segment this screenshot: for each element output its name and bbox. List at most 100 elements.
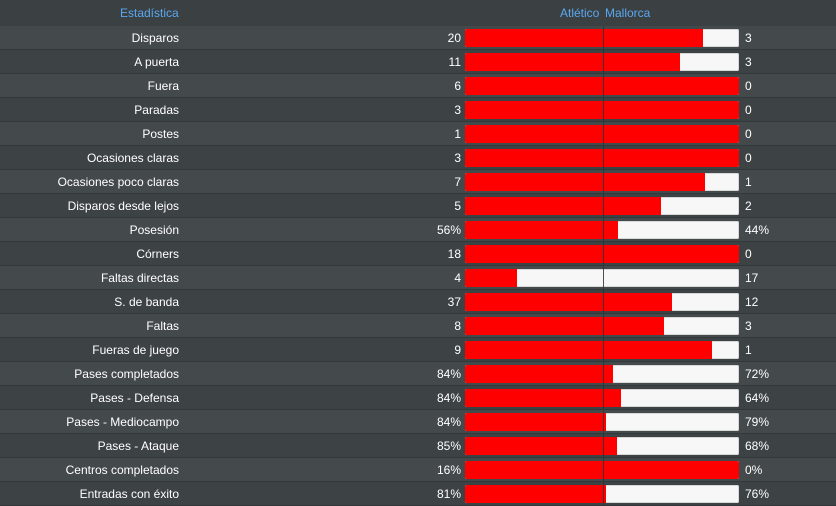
stats-header: Estadística Atlético Mallorca <box>0 0 836 27</box>
stat-row: Pases - Defensa 84% 64% <box>0 386 836 410</box>
stat-label: Ocasiones poco claras <box>57 175 179 189</box>
stat-row: Córners 18 0 <box>0 242 836 266</box>
away-value: 0 <box>745 79 752 93</box>
home-value: 9 <box>454 343 461 357</box>
away-value: 2 <box>745 199 752 213</box>
home-value: 16% <box>436 463 461 477</box>
home-value: 6 <box>454 79 461 93</box>
away-value: 3 <box>745 319 752 333</box>
comparison-bar <box>465 173 739 191</box>
home-share-fill <box>465 413 607 431</box>
home-share-fill <box>465 197 661 215</box>
stat-label: Postes <box>142 127 179 141</box>
comparison-bar <box>465 485 739 503</box>
home-share-fill <box>465 365 613 383</box>
comparison-bar <box>465 341 739 359</box>
comparison-bar <box>465 293 739 311</box>
stat-row: Postes 1 0 <box>0 122 836 146</box>
home-share-fill <box>465 293 672 311</box>
stat-row: Fueras de juego 9 1 <box>0 338 836 362</box>
stat-row: Paradas 3 0 <box>0 98 836 122</box>
stat-label: Pases completados <box>74 367 179 381</box>
stat-row: Ocasiones poco claras 7 1 <box>0 170 836 194</box>
stat-label: Fueras de juego <box>92 343 179 357</box>
stat-label: Faltas <box>146 319 179 333</box>
home-share-fill <box>465 125 739 143</box>
away-value: 17 <box>745 271 759 285</box>
comparison-bar <box>465 125 739 143</box>
stat-label: Paradas <box>134 103 179 117</box>
stat-label: S. de banda <box>114 295 179 309</box>
away-value: 0 <box>745 151 752 165</box>
bar-center-line <box>603 26 604 506</box>
stat-label: Faltas directas <box>100 271 179 285</box>
away-value: 44% <box>745 223 770 237</box>
home-share-fill <box>465 341 712 359</box>
home-value: 84% <box>436 415 461 429</box>
stat-label: Ocasiones claras <box>86 151 179 165</box>
stat-label: Córners <box>136 247 179 261</box>
away-value: 79% <box>745 415 770 429</box>
home-value: 3 <box>454 103 461 117</box>
comparison-bar <box>465 437 739 455</box>
away-value: 0 <box>745 103 752 117</box>
stat-row: Fuera 6 0 <box>0 74 836 98</box>
stat-row: Disparos 20 3 <box>0 26 836 50</box>
away-value: 0 <box>745 247 752 261</box>
home-value: 84% <box>436 391 461 405</box>
home-value: 8 <box>454 319 461 333</box>
away-value: 1 <box>745 343 752 357</box>
stat-row: Disparos desde lejos 5 2 <box>0 194 836 218</box>
home-share-fill <box>465 269 518 287</box>
home-share-fill <box>465 221 619 239</box>
home-value: 5 <box>454 199 461 213</box>
stat-row: A puerta 11 3 <box>0 50 836 74</box>
home-value: 20 <box>447 31 461 45</box>
stat-column-header[interactable]: Estadística <box>120 6 179 20</box>
home-share-fill <box>465 77 739 95</box>
home-value: 7 <box>454 175 461 189</box>
comparison-bar <box>465 461 739 479</box>
away-value: 1 <box>745 175 752 189</box>
comparison-bar <box>465 101 739 119</box>
comparison-bar <box>465 389 739 407</box>
stat-row: Centros completados 16% 0% <box>0 458 836 482</box>
away-team-name[interactable]: Mallorca <box>605 6 651 20</box>
home-value: 56% <box>436 223 461 237</box>
comparison-bar <box>465 149 739 167</box>
comparison-bar <box>465 269 739 287</box>
comparison-bar <box>465 413 739 431</box>
home-share-fill <box>465 317 664 335</box>
away-value: 3 <box>745 55 752 69</box>
stat-label: Posesión <box>129 223 179 237</box>
away-value: 3 <box>745 31 752 45</box>
stat-row: Entradas con éxito 81% 76% <box>0 482 836 506</box>
away-value: 0% <box>745 463 763 477</box>
comparison-bar <box>465 365 739 383</box>
home-share-fill <box>465 29 704 47</box>
stat-label: Disparos <box>131 31 179 45</box>
away-value: 64% <box>745 391 770 405</box>
comparison-bar <box>465 77 739 95</box>
stat-row: Faltas directas 4 17 <box>0 266 836 290</box>
home-share-fill <box>465 173 705 191</box>
home-value: 85% <box>436 439 461 453</box>
away-value: 12 <box>745 295 759 309</box>
stat-label: A puerta <box>134 55 179 69</box>
comparison-bar <box>465 197 739 215</box>
stat-label: Centros completados <box>65 463 179 477</box>
home-value: 18 <box>447 247 461 261</box>
stat-label: Pases - Ataque <box>97 439 179 453</box>
home-value: 81% <box>436 487 461 501</box>
stat-row: Faltas 8 3 <box>0 314 836 338</box>
home-value: 11 <box>448 55 461 69</box>
stat-row: Posesión 56% 44% <box>0 218 836 242</box>
home-team-name[interactable]: Atlético <box>560 6 600 20</box>
comparison-bar <box>465 53 739 71</box>
home-share-fill <box>465 485 607 503</box>
home-share-fill <box>465 53 681 71</box>
stat-label: Disparos desde lejos <box>67 199 179 213</box>
stat-label: Pases - Defensa <box>90 391 179 405</box>
home-value: 1 <box>454 127 461 141</box>
comparison-bar <box>465 29 739 47</box>
